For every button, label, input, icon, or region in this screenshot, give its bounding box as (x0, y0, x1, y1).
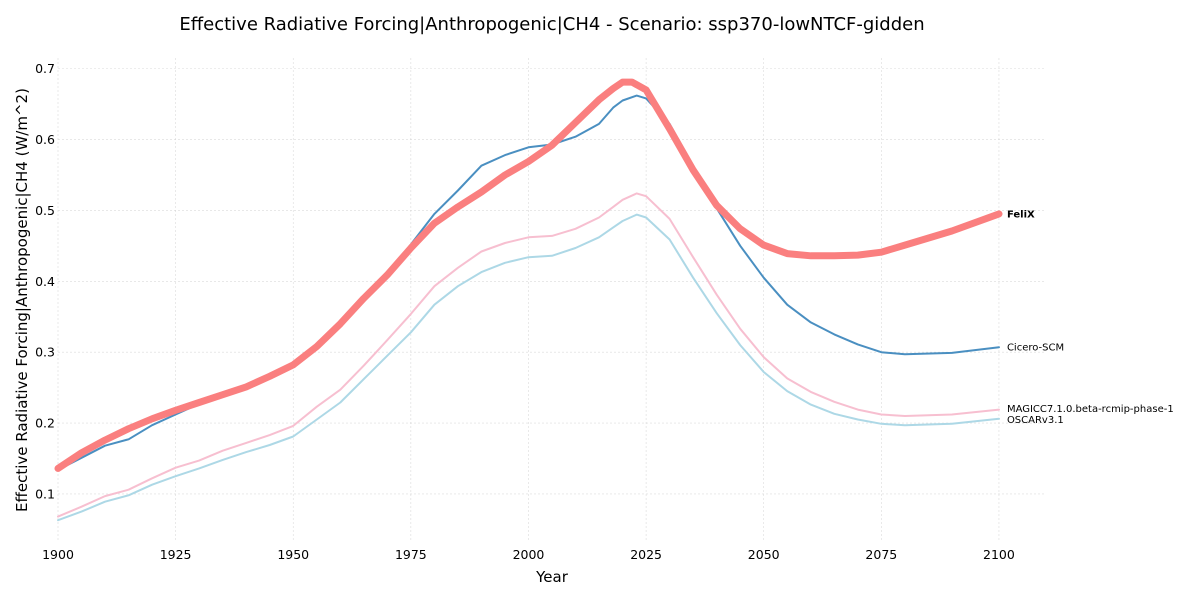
x-tick-label: 1975 (395, 547, 427, 562)
x-tick-label: 1950 (277, 547, 309, 562)
y-tick-label: 0.7 (35, 61, 55, 76)
y-tick-label: 0.3 (35, 345, 55, 360)
x-tick-label: 2050 (748, 547, 780, 562)
series-line-oscarv3-1 (57, 213, 1000, 522)
chart-title: Effective Radiative Forcing|Anthropogeni… (179, 14, 924, 35)
x-tick-label: 2000 (513, 547, 545, 562)
x-tick-label: 1900 (42, 547, 74, 562)
series-labels: FeliX Cicero-SCM MAGICC7.1.0.beta-rcmip-ph… (1007, 209, 1174, 426)
series-line-magicc7-1-0-beta-rcmip-phase-1 (57, 192, 1000, 518)
series-label: Cicero-SCM (1007, 343, 1064, 354)
x-tick-label: 1925 (160, 547, 192, 562)
y-tick-label: 0.6 (35, 132, 55, 147)
y-tick-label: 0.4 (35, 274, 55, 289)
grid-lines (57, 58, 1046, 540)
y-tick-label: 0.2 (35, 416, 55, 431)
series-label: MAGICC7.1.0.beta-rcmip-phase-1 (1007, 404, 1174, 415)
series-lines (54, 78, 1003, 522)
series-label: OSCARv3.1 (1007, 415, 1064, 426)
y-tick-label: 0.5 (35, 203, 55, 218)
y-tick-label: 0.1 (35, 486, 55, 501)
series-label: FeliX (1007, 209, 1035, 220)
x-tick-label: 2025 (630, 547, 662, 562)
y-axis-label: Effective Radiative Forcing|Anthropogeni… (13, 88, 31, 512)
series-line-felix (54, 78, 1003, 472)
x-tick-label: 2075 (865, 547, 897, 562)
axes: 1900 1925 1950 1975 2000 2025 2050 2075 2100 0.1 0… (35, 61, 1015, 562)
x-axis-label: Year (535, 568, 569, 586)
x-tick-label: 2100 (983, 547, 1015, 562)
